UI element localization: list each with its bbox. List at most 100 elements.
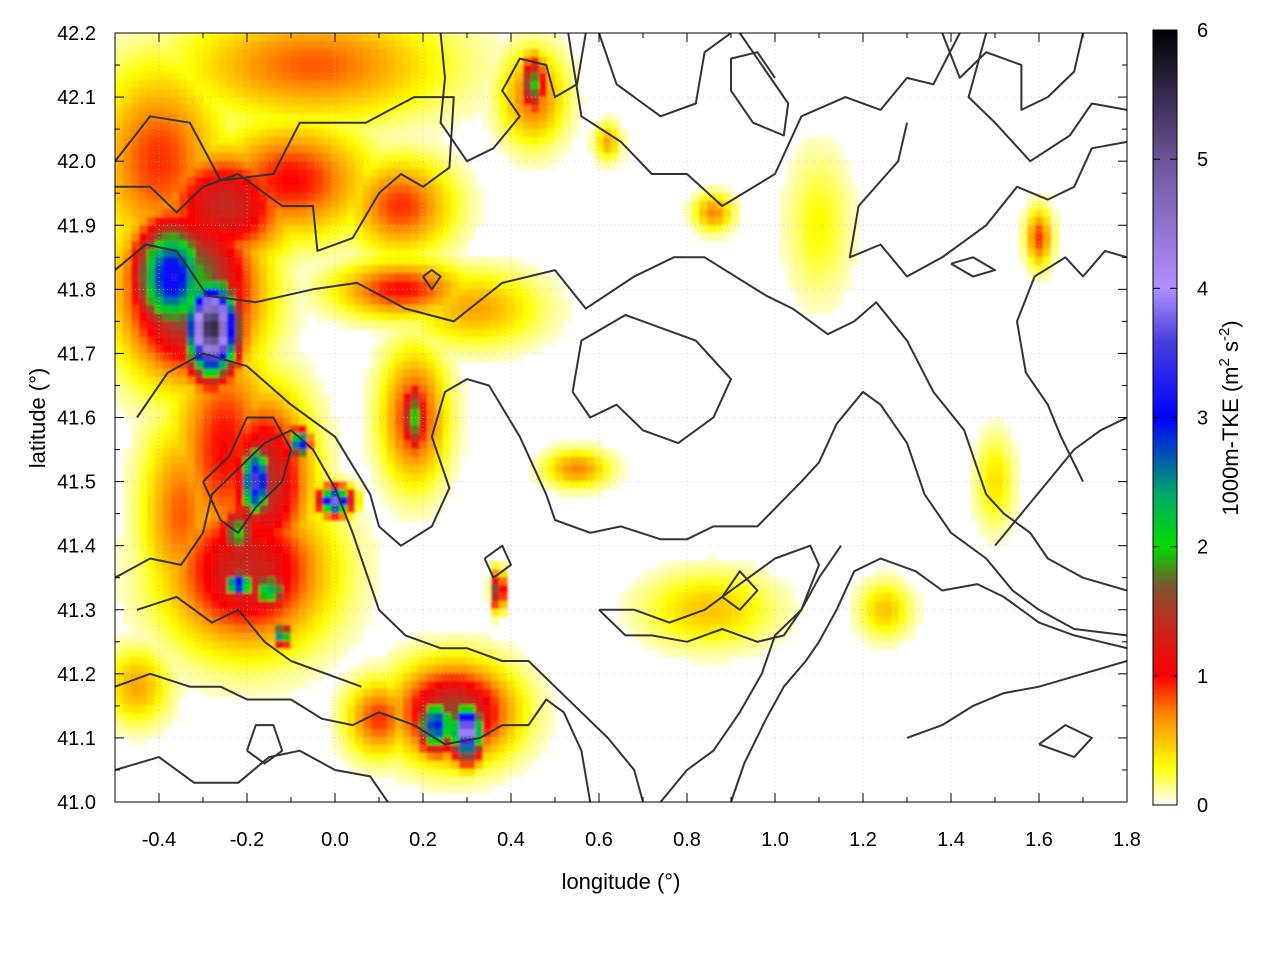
heatmap-cell (267, 553, 276, 562)
heatmap-cell (755, 577, 764, 586)
heatmap-cell (267, 505, 276, 514)
heatmap-cell (427, 41, 436, 50)
heatmap-cell (547, 449, 556, 458)
heatmap-cell (307, 633, 316, 642)
heatmap-cell (467, 761, 476, 770)
heatmap-cell (171, 713, 180, 722)
heatmap-cell (643, 641, 652, 650)
heatmap-cell (691, 561, 700, 570)
heatmap-cell (979, 441, 988, 450)
heatmap-cell (259, 505, 268, 514)
heatmap-cell (283, 529, 292, 538)
heatmap-cell (355, 33, 364, 42)
heatmap-cell (283, 417, 292, 426)
heatmap-cell (267, 217, 276, 226)
heatmap-cell (195, 105, 204, 114)
heatmap-cell (147, 97, 156, 106)
y-tick-label: 41.8 (57, 279, 96, 301)
heatmap-cell (203, 233, 212, 242)
heatmap-cell (363, 665, 372, 674)
heatmap-cell (267, 57, 276, 66)
heatmap-cell (211, 649, 220, 658)
heatmap-cell (259, 233, 268, 242)
heatmap-cell (291, 369, 300, 378)
heatmap-cell (339, 169, 348, 178)
heatmap-cell (403, 273, 412, 282)
heatmap-cell (211, 233, 220, 242)
heatmap-cell (275, 657, 284, 666)
heatmap-cell (347, 729, 356, 738)
heatmap-cell (347, 689, 356, 698)
heatmap-cell (395, 649, 404, 658)
heatmap-cell (411, 81, 420, 90)
heatmap-cell (403, 81, 412, 90)
heatmap-cell (219, 625, 228, 634)
heatmap-cell (819, 233, 828, 242)
heatmap-cell (139, 73, 148, 82)
heatmap-cell (459, 353, 468, 362)
heatmap-cell (147, 137, 156, 146)
heatmap-cell (179, 689, 188, 698)
heatmap-cell (411, 209, 420, 218)
heatmap-cell (811, 305, 820, 314)
heatmap-cell (763, 585, 772, 594)
heatmap-cell (411, 337, 420, 346)
heatmap-cell (475, 337, 484, 346)
heatmap-cell (387, 305, 396, 314)
heatmap-cell (235, 569, 244, 578)
heatmap-cell (379, 177, 388, 186)
heatmap-cell (251, 401, 260, 410)
heatmap-cell (371, 657, 380, 666)
heatmap-cell (251, 81, 260, 90)
heatmap-cell (203, 97, 212, 106)
heatmap-cell (179, 441, 188, 450)
heatmap-cell (347, 65, 356, 74)
heatmap-cell (115, 561, 124, 570)
heatmap-cell (435, 225, 444, 234)
heatmap-cell (707, 617, 716, 626)
heatmap-cell (555, 73, 564, 82)
heatmap-cell (491, 649, 500, 658)
y-tick-label: 42.0 (57, 151, 96, 173)
heatmap-cell (203, 241, 212, 250)
heatmap-cell (123, 265, 132, 274)
heatmap-cell (275, 609, 284, 618)
heatmap-cell (491, 49, 500, 58)
heatmap-cell (515, 665, 524, 674)
heatmap-cell (179, 193, 188, 202)
heatmap-cell (379, 753, 388, 762)
heatmap-cell (227, 65, 236, 74)
heatmap-cell (371, 89, 380, 98)
heatmap-cell (387, 201, 396, 210)
heatmap-cell (411, 33, 420, 42)
heatmap-cell (307, 297, 316, 306)
heatmap-cell (323, 233, 332, 242)
heatmap-cell (179, 409, 188, 418)
heatmap-cell (739, 649, 748, 658)
heatmap-cell (915, 601, 924, 610)
heatmap-cell (267, 577, 276, 586)
heatmap-cell (323, 169, 332, 178)
heatmap-cell (867, 609, 876, 618)
heatmap-cell (707, 585, 716, 594)
heatmap-cell (515, 673, 524, 682)
heatmap-cell (387, 761, 396, 770)
heatmap-cell (259, 257, 268, 266)
heatmap-cell (267, 65, 276, 74)
heatmap-cell (251, 89, 260, 98)
heatmap-cell (1051, 233, 1060, 242)
heatmap-cell (307, 89, 316, 98)
heatmap-cell (227, 345, 236, 354)
heatmap-cell (347, 489, 356, 498)
heatmap-cell (283, 513, 292, 522)
heatmap-cell (363, 417, 372, 426)
heatmap-cell (387, 209, 396, 218)
heatmap-cell (387, 473, 396, 482)
heatmap-cell (1043, 233, 1052, 242)
heatmap-cell (475, 289, 484, 298)
heatmap-cell (355, 753, 364, 762)
heatmap-cell (267, 81, 276, 90)
heatmap-cell (219, 161, 228, 170)
heatmap-cell (363, 321, 372, 330)
heatmap-cell (179, 353, 188, 362)
